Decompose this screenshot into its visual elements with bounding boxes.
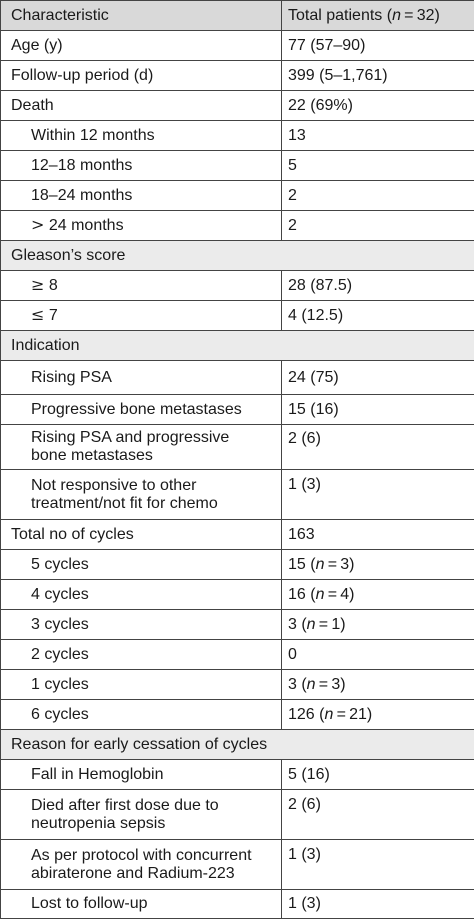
section-title: Indication (1, 331, 474, 361)
row-value: 22 (69%) (282, 91, 474, 121)
table-row-3-cycles: 3 cycles 3 (n = 1) (1, 610, 474, 640)
row-value: 4 (12.5) (282, 301, 474, 331)
row-label: 2 cycles (1, 640, 282, 670)
table-row-age: Age (y) 77 (57–90) (1, 31, 474, 61)
row-label: Rising PSA (1, 361, 282, 395)
row-value: 1 (3) (282, 890, 474, 919)
table-row-lost-follow-up: Lost to follow-up 1 (3) (1, 890, 474, 919)
row-value: 2 (6) (282, 425, 474, 470)
section-title: Gleason’s score (1, 241, 474, 271)
row-label: 1 cycles (1, 670, 282, 700)
section-row-reason: Reason for early cessation of cycles (1, 730, 474, 760)
table-row-over-24-months: > 24 months 2 (1, 211, 474, 241)
section-row-indication: Indication (1, 331, 474, 361)
row-label: Progressive bone metastases (1, 395, 282, 425)
row-value: 16 (n = 4) (282, 580, 474, 610)
row-label: 3 cycles (1, 610, 282, 640)
table-row-rising-psa: Rising PSA 24 (75) (1, 361, 474, 395)
table-row-6-cycles: 6 cycles 126 (n = 21) (1, 700, 474, 730)
row-label: Age (y) (1, 31, 282, 61)
header-row: Characteristic Total patients (n = 32) (1, 1, 474, 31)
row-value: 2 (282, 211, 474, 241)
row-label: 6 cycles (1, 700, 282, 730)
table-row-followup: Follow-up period (d) 399 (5–1,761) (1, 61, 474, 91)
row-value: 24 (75) (282, 361, 474, 395)
section-title: Reason for early cessation of cycles (1, 730, 474, 760)
row-value: 13 (282, 121, 474, 151)
row-value: 5 (16) (282, 760, 474, 790)
row-label: Within 12 months (1, 121, 282, 151)
row-value: 1 (3) (282, 470, 474, 520)
row-label: 12–18 months (1, 151, 282, 181)
row-value: 77 (57–90) (282, 31, 474, 61)
table-row-1-cycles: 1 cycles 3 (n = 3) (1, 670, 474, 700)
row-value: 399 (5–1,761) (282, 61, 474, 91)
row-label: ≤ 7 (1, 301, 282, 331)
row-label: > 24 months (1, 211, 282, 241)
table-row-total-cycles: Total no of cycles 163 (1, 520, 474, 550)
row-value: 3 (n = 3) (282, 670, 474, 700)
row-value: 5 (282, 151, 474, 181)
table-row-progressive-bone: Progressive bone metastases 15 (16) (1, 395, 474, 425)
row-label: 4 cycles (1, 580, 282, 610)
row-value: 15 (16) (282, 395, 474, 425)
row-label: 18–24 months (1, 181, 282, 211)
row-value: 126 (n = 21) (282, 700, 474, 730)
row-label: Fall in Hemoglobin (1, 760, 282, 790)
row-value: 2 (282, 181, 474, 211)
table-row-12-18-months: 12–18 months 5 (1, 151, 474, 181)
table-row-gleason-le-7: ≤ 7 4 (12.5) (1, 301, 474, 331)
header-characteristic: Characteristic (1, 1, 282, 31)
row-value: 3 (n = 1) (282, 610, 474, 640)
table-row-death: Death 22 (69%) (1, 91, 474, 121)
row-label: Death (1, 91, 282, 121)
table-row-2-cycles: 2 cycles 0 (1, 640, 474, 670)
table-row-5-cycles: 5 cycles 15 (n = 3) (1, 550, 474, 580)
table-row-gleason-ge-8: ≥ 8 28 (87.5) (1, 271, 474, 301)
row-value: 1 (3) (282, 840, 474, 890)
table-row-fall-hemoglobin: Fall in Hemoglobin 5 (16) (1, 760, 474, 790)
row-value: 163 (282, 520, 474, 550)
section-row-gleason: Gleason’s score (1, 241, 474, 271)
row-label: Follow-up period (d) (1, 61, 282, 91)
row-value: 15 (n = 3) (282, 550, 474, 580)
row-label: ≥ 8 (1, 271, 282, 301)
row-value: 0 (282, 640, 474, 670)
row-value: 28 (87.5) (282, 271, 474, 301)
table-row-within-12-months: Within 12 months 13 (1, 121, 474, 151)
table-row-18-24-months: 18–24 months 2 (1, 181, 474, 211)
row-value: 2 (6) (282, 790, 474, 840)
row-label: Lost to follow-up (1, 890, 282, 919)
header-total-patients: Total patients (n = 32) (282, 1, 474, 31)
row-label: 5 cycles (1, 550, 282, 580)
table-row-4-cycles: 4 cycles 16 (n = 4) (1, 580, 474, 610)
row-label: Total no of cycles (1, 520, 282, 550)
